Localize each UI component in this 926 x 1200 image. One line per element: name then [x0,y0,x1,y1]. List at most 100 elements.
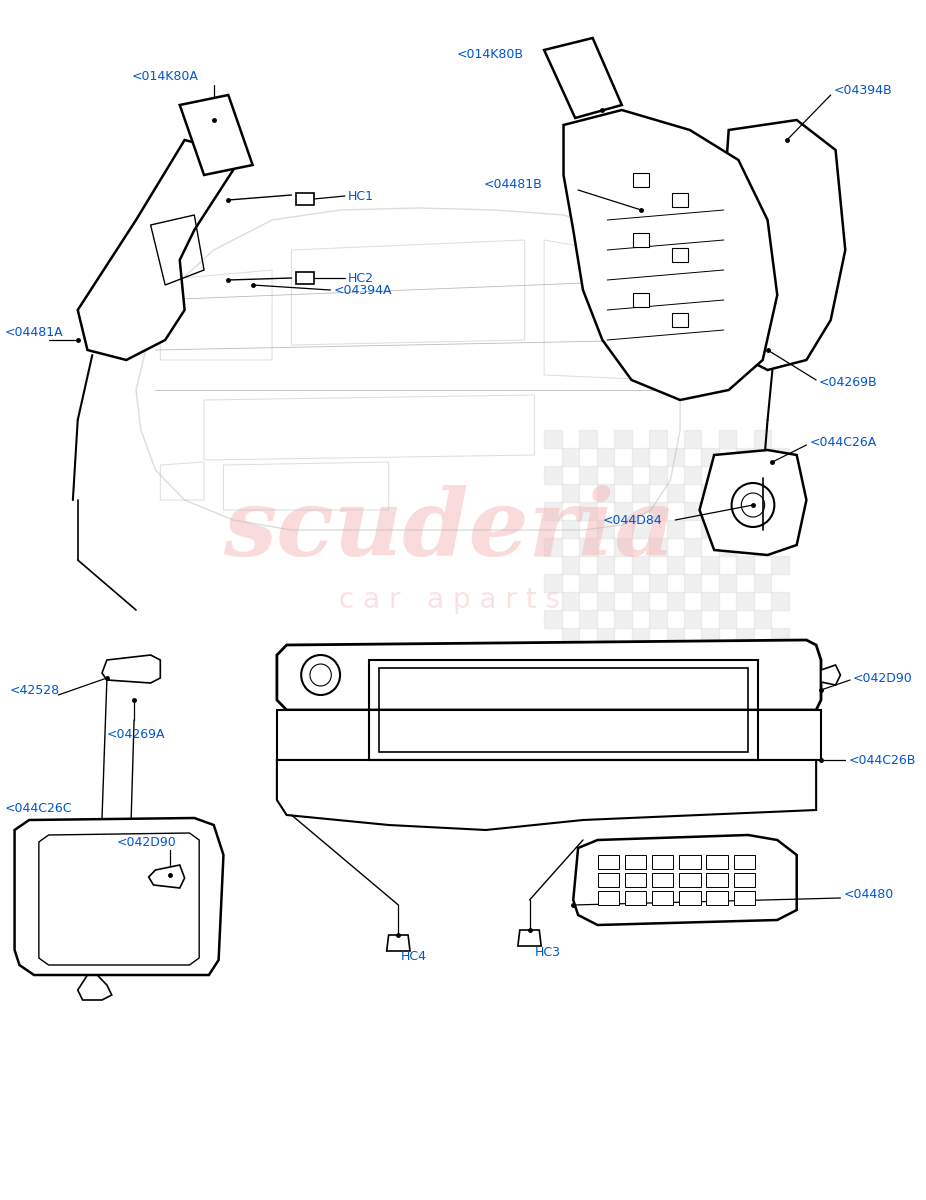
Bar [652,854,673,869]
Bar [667,520,684,538]
Bar [561,520,579,538]
Bar [733,854,755,869]
Polygon shape [821,665,841,685]
Bar [649,466,667,484]
Bar [614,430,632,448]
Text: <04269A: <04269A [106,728,166,742]
Bar [544,574,561,592]
Bar [596,484,614,502]
Bar [707,890,728,905]
Bar [561,592,579,610]
Bar [733,890,755,905]
Bar [597,854,619,869]
Bar [649,610,667,628]
Bar [754,574,771,592]
Bar [614,574,632,592]
Bar [684,502,702,520]
Bar [625,854,646,869]
Bar [702,484,719,502]
Bar [707,854,728,869]
Bar [561,628,579,646]
Polygon shape [724,120,845,370]
Bar [736,484,754,502]
Polygon shape [149,865,184,888]
Bar [579,610,596,628]
Bar [719,538,736,556]
Bar [649,430,667,448]
Bar [702,628,719,646]
Text: <044D84: <044D84 [603,514,662,527]
Bar [702,520,719,538]
Polygon shape [387,935,410,950]
Text: c a r   a p a r t s: c a r a p a r t s [339,586,560,614]
Polygon shape [296,272,314,284]
Bar [667,592,684,610]
Bar [771,556,789,574]
Bar [736,664,754,682]
Polygon shape [277,760,816,830]
Bar [649,538,667,556]
Bar [754,430,771,448]
Bar [754,610,771,628]
Bar [614,610,632,628]
Bar [771,664,789,682]
Text: <042D90: <042D90 [853,672,913,684]
Bar [579,466,596,484]
Bar [633,173,649,187]
Bar [579,574,596,592]
Text: <014K80B: <014K80B [457,48,523,61]
Text: <04481A: <04481A [5,325,64,338]
Bar [679,874,701,887]
Bar [544,610,561,628]
Bar [597,890,619,905]
Bar [667,448,684,466]
Bar [652,874,673,887]
Bar [596,664,614,682]
Polygon shape [78,140,233,360]
Bar [754,538,771,556]
Bar [579,502,596,520]
Bar [771,448,789,466]
Bar [632,628,649,646]
Bar [632,520,649,538]
Text: <04480: <04480 [844,888,894,901]
Bar [719,646,736,664]
Bar [702,556,719,574]
Bar [771,520,789,538]
Bar [597,874,619,887]
Bar [544,502,561,520]
Bar [544,538,561,556]
Polygon shape [699,450,807,554]
Bar [702,592,719,610]
Bar [596,556,614,574]
Bar [633,233,649,247]
Bar [702,664,719,682]
Bar [667,556,684,574]
Polygon shape [180,95,253,175]
Text: HC3: HC3 [534,946,560,959]
Polygon shape [277,640,821,710]
Bar [632,484,649,502]
Bar [652,890,673,905]
Bar [632,664,649,682]
Bar [561,448,579,466]
Text: <04481B: <04481B [484,179,543,192]
Bar [632,448,649,466]
Bar [614,538,632,556]
Bar [754,646,771,664]
Bar [561,664,579,682]
Text: HC2: HC2 [348,271,374,284]
Bar [754,466,771,484]
Bar [649,502,667,520]
Bar [754,502,771,520]
Bar [733,874,755,887]
Text: HC4: HC4 [400,950,426,964]
Bar [672,193,688,206]
Bar [719,466,736,484]
Bar [684,466,702,484]
Bar [614,646,632,664]
Text: <04394A: <04394A [333,283,392,296]
Bar [702,448,719,466]
Bar [544,430,561,448]
Bar [679,890,701,905]
